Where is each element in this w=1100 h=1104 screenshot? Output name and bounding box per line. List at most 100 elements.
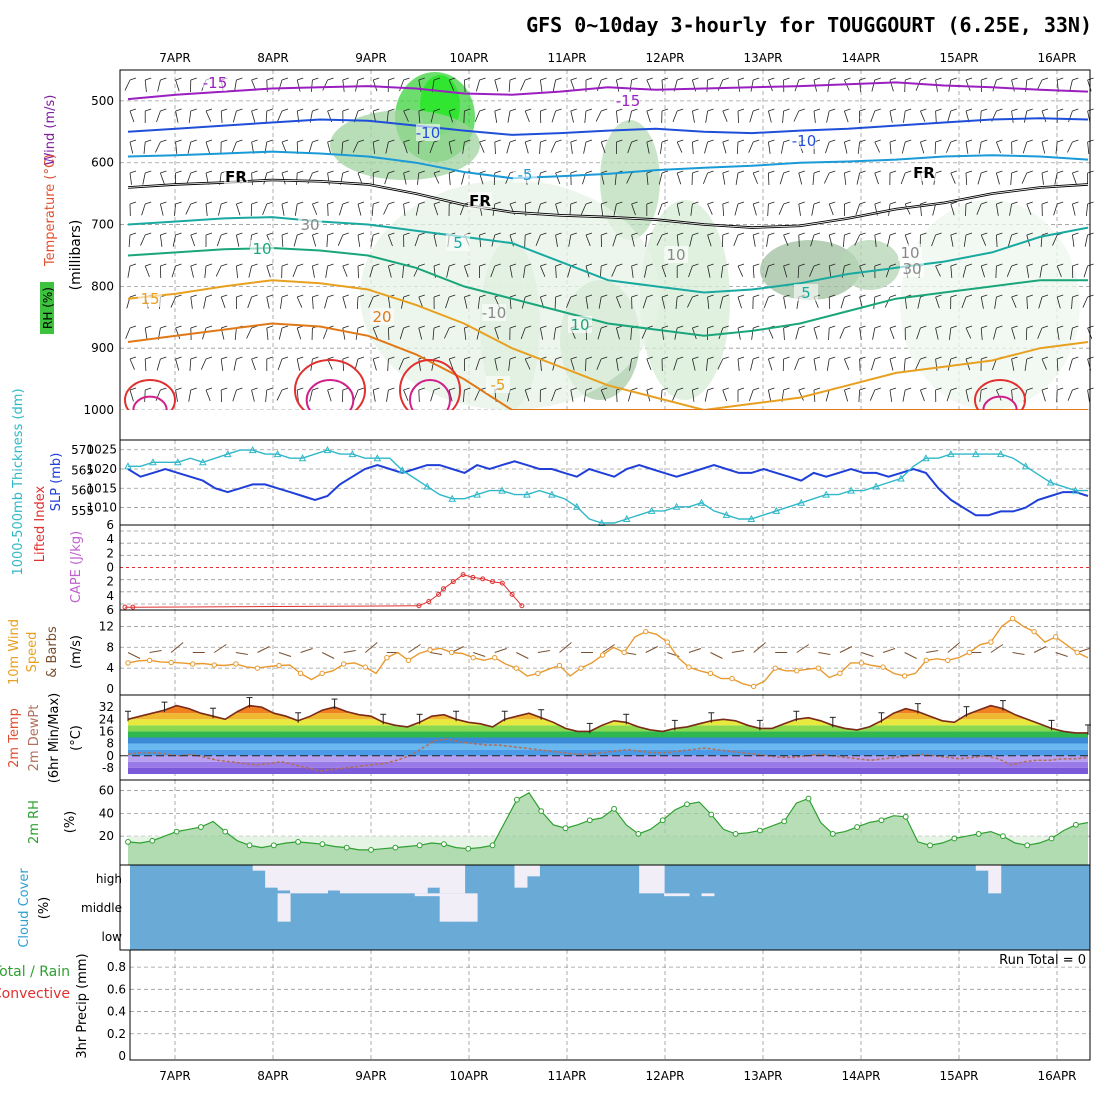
cloud-cell-middle: [278, 893, 291, 921]
wind-tick: 0: [106, 682, 114, 696]
wind-barb: [616, 111, 617, 123]
wind-barb: [338, 235, 343, 246]
date-label-top: 15APR: [939, 51, 978, 65]
wind-barb: [1042, 142, 1045, 154]
wind-barb-flag: [510, 140, 516, 142]
wind-barb: [1057, 390, 1058, 402]
wind-barb: [206, 390, 210, 401]
wind-barb-flag: [297, 140, 303, 142]
wind-barb-flag: [996, 140, 1002, 142]
temp-contour: [128, 82, 1088, 99]
wind-barb-flag: [145, 202, 151, 204]
wind-barb: [1023, 142, 1027, 153]
wind-barb: [495, 111, 497, 123]
wind-barb-flag: [130, 171, 136, 173]
wind-barb: [160, 204, 163, 216]
date-label-bottom: 12APR: [645, 1069, 684, 1083]
wind-barb: [965, 204, 966, 216]
rh-marker: [1001, 834, 1006, 839]
wind-barb-flag: [191, 78, 197, 80]
wind-barb: [738, 266, 743, 277]
wind-barb-flag: [252, 171, 258, 173]
wind-speed-marker: [881, 665, 885, 669]
pressure-tick: 800: [91, 279, 114, 293]
wind-barb: [461, 173, 464, 184]
wind-barb-flag: [1012, 171, 1018, 173]
wind-barb: [827, 111, 830, 123]
wind-barb: [735, 204, 738, 215]
wind-barb-flag: [647, 109, 653, 111]
rh-marker: [709, 812, 714, 817]
wind-barb: [936, 111, 937, 123]
wind-speed-marker: [212, 663, 216, 667]
date-label-top: 10APR: [449, 51, 488, 65]
wind-barb: [723, 111, 727, 122]
ylabel-total-rain: Total / Rain: [0, 964, 70, 980]
wind-barb-flag: [464, 78, 470, 80]
contour-label: 5: [801, 284, 811, 302]
li-tick: 6: [106, 603, 114, 617]
precip-tick: 0.2: [107, 1027, 126, 1041]
wind-barb: [844, 111, 848, 122]
cloud-cell-high: [427, 865, 440, 888]
wind-barb-flag: [890, 202, 896, 204]
wind-barb: [783, 111, 784, 123]
wind-barb-flag: [358, 202, 364, 204]
wind-barb: [249, 266, 252, 278]
wind-barb: [449, 173, 450, 185]
wind10m-barb: [430, 653, 442, 655]
wind-barb-flag: [1012, 140, 1018, 142]
wind-barb: [160, 173, 164, 184]
wind-barb-flag: [1042, 171, 1048, 173]
wind-barb-flag: [328, 264, 334, 266]
wind-barb: [145, 328, 147, 340]
wind-speed-marker: [428, 648, 432, 652]
wind-barb-flag: [236, 109, 242, 111]
wind-barb-flag: [297, 109, 303, 111]
wind-barb: [191, 235, 195, 246]
wind-barb: [218, 204, 221, 216]
wind-barb-flag: [556, 171, 562, 173]
wind-barb: [176, 80, 180, 91]
date-label-bottom: 13APR: [743, 1069, 782, 1083]
wind-barb-flag: [252, 109, 258, 111]
wind-barb-flag: [540, 78, 546, 80]
wind-barb: [905, 80, 906, 92]
wind-barb: [508, 111, 510, 123]
wind-barb: [920, 142, 923, 153]
wind-barb-flag: [920, 140, 926, 142]
wind-barb: [764, 297, 768, 308]
wind-barb-flag: [130, 202, 136, 204]
wind-barb: [870, 390, 875, 401]
wind-barb-flag: [814, 357, 820, 359]
wind-barb: [280, 297, 282, 309]
wind-barb: [799, 235, 800, 247]
wind-barb: [234, 359, 236, 371]
wind-barb: [540, 80, 542, 92]
rh-marker: [344, 845, 349, 850]
wind-barb: [189, 390, 191, 402]
wind-barb-flag: [206, 264, 212, 266]
wind-barb: [343, 297, 346, 308]
wind-barb-flag: [252, 202, 258, 204]
wind10m-barb: [301, 649, 313, 653]
wind-barb-flag: [677, 78, 683, 80]
wind-barb-flag: [282, 202, 288, 204]
wind-barb: [873, 328, 875, 340]
wind-barb-flag: [1088, 264, 1094, 266]
upper-panel-gap: [120, 410, 1090, 440]
wind-barb: [128, 266, 130, 278]
wind-barb-flag: [343, 171, 349, 173]
wind-barb-flag: [875, 357, 881, 359]
wind-tick: 12: [99, 619, 114, 633]
wind-speed-marker: [514, 666, 518, 670]
wind-barb: [144, 142, 145, 154]
wind-barb: [844, 173, 845, 185]
wind-barb-flag: [358, 326, 364, 328]
wind-barb-flag: [312, 78, 318, 80]
wind-barb: [875, 142, 880, 152]
wind-barb: [859, 390, 860, 402]
wind-barb-flag: [996, 109, 1002, 111]
wind-barb-flag: [236, 295, 242, 297]
wind-barb-flag: [723, 171, 729, 173]
